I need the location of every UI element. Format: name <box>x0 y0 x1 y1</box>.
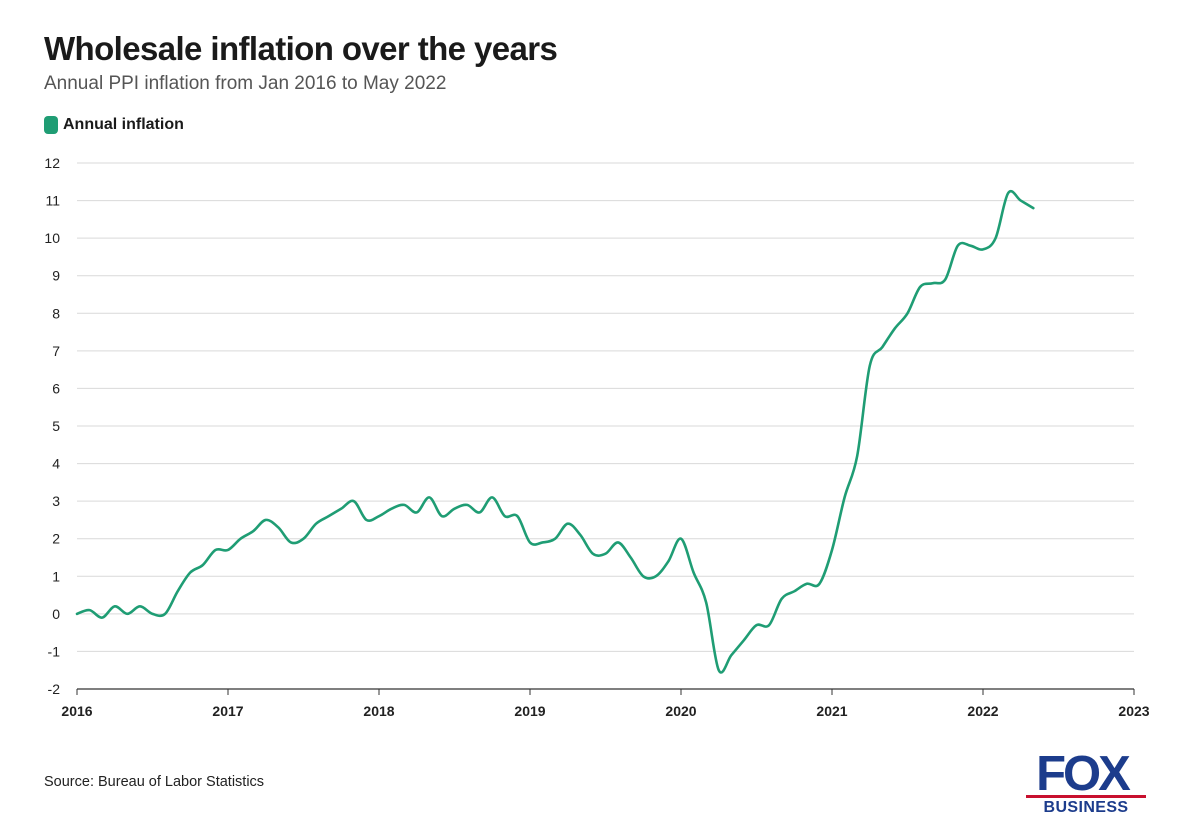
x-tick-label: 2018 <box>363 703 394 719</box>
y-tick-label: 4 <box>52 456 60 472</box>
y-tick-label: 11 <box>45 193 60 209</box>
chart-title: Wholesale inflation over the years <box>44 30 558 67</box>
logo-business-text: BUSINESS <box>1044 799 1129 814</box>
legend-label: Annual inflation <box>63 116 184 133</box>
legend: Annual inflation <box>44 116 184 134</box>
y-tick-label: -2 <box>48 681 61 697</box>
x-tick-label: 2016 <box>61 703 92 719</box>
x-tick-label: 2022 <box>967 703 998 719</box>
legend-swatch <box>44 116 58 134</box>
logo-red-bar <box>1026 795 1146 798</box>
chart-subtitle: Annual PPI inflation from Jan 2016 to Ma… <box>44 73 447 94</box>
x-tick-label: 2020 <box>665 703 696 719</box>
x-tick-label: 2019 <box>514 703 545 719</box>
y-tick-label: 9 <box>52 268 60 284</box>
series-line-annual-inflation <box>75 189 1035 674</box>
x-tick-label: 2017 <box>212 703 243 719</box>
y-tick-label: 0 <box>52 606 60 622</box>
y-tick-label: 2 <box>52 531 60 547</box>
y-tick-label: -1 <box>48 643 61 659</box>
y-tick-label: 1 <box>52 568 60 584</box>
series-group <box>75 189 1035 674</box>
y-tick-label: 8 <box>52 305 60 321</box>
x-tick-label: 2023 <box>1118 703 1149 719</box>
grid-lines <box>77 162 1134 690</box>
y-tick-label: 12 <box>44 155 60 171</box>
y-tick-label: 3 <box>52 493 60 509</box>
fox-business-logo: FOX BUSINESS <box>1026 747 1146 814</box>
y-tick-label: 10 <box>44 230 60 246</box>
y-tick-label: 6 <box>52 380 60 396</box>
x-axis: 2016 2017 2018 2019 2020 2021 2022 2023 <box>61 689 1150 719</box>
logo-fox-text: FOX <box>1036 747 1131 801</box>
source-note: Source: Bureau of Labor Statistics <box>44 774 265 790</box>
y-tick-label: 7 <box>52 343 60 359</box>
y-tick-label: 5 <box>52 418 60 434</box>
x-tick-label: 2021 <box>816 703 847 719</box>
